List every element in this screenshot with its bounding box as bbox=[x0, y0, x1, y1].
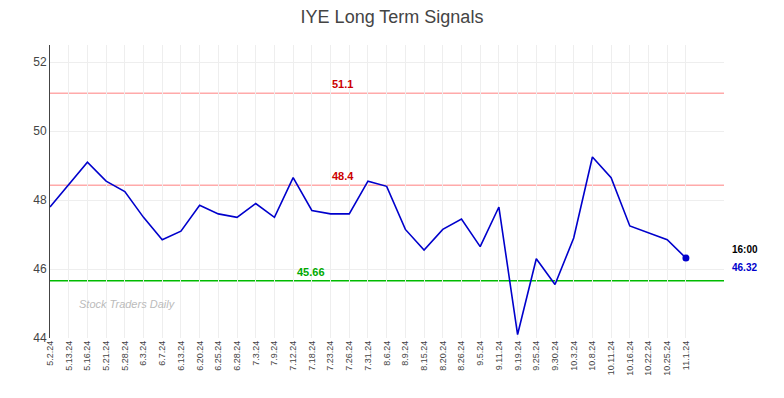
svg-text:10.22.24: 10.22.24 bbox=[643, 341, 653, 376]
svg-text:45.66: 45.66 bbox=[297, 266, 325, 278]
svg-text:10.8.24: 10.8.24 bbox=[587, 341, 597, 371]
svg-text:11.1.24: 11.1.24 bbox=[681, 341, 691, 370]
svg-text:7.31.24: 7.31.24 bbox=[363, 341, 373, 371]
svg-text:48.4: 48.4 bbox=[332, 170, 354, 182]
svg-text:44: 44 bbox=[33, 331, 47, 345]
svg-text:9.11.24: 9.11.24 bbox=[494, 341, 504, 370]
svg-text:7.18.24: 7.18.24 bbox=[307, 341, 317, 371]
svg-text:8.15.24: 8.15.24 bbox=[419, 341, 429, 371]
svg-text:5.21.24: 5.21.24 bbox=[101, 341, 111, 371]
svg-text:48: 48 bbox=[33, 193, 47, 207]
svg-text:5.13.24: 5.13.24 bbox=[64, 341, 74, 371]
svg-text:46.32: 46.32 bbox=[732, 262, 757, 273]
svg-text:7.9.24: 7.9.24 bbox=[269, 341, 279, 366]
svg-text:9.30.24: 9.30.24 bbox=[550, 341, 560, 371]
svg-text:Stock Traders Daily: Stock Traders Daily bbox=[79, 298, 176, 310]
svg-text:6.13.24: 6.13.24 bbox=[176, 341, 186, 371]
svg-text:6.25.24: 6.25.24 bbox=[213, 341, 223, 371]
svg-text:5.2.24: 5.2.24 bbox=[45, 341, 55, 366]
svg-text:9.25.24: 9.25.24 bbox=[531, 341, 541, 371]
svg-text:7.23.24: 7.23.24 bbox=[325, 341, 335, 371]
svg-text:6.3.24: 6.3.24 bbox=[138, 341, 148, 366]
svg-text:IYE Long Term Signals: IYE Long Term Signals bbox=[301, 7, 484, 27]
svg-text:6.20.24: 6.20.24 bbox=[195, 341, 205, 371]
svg-text:10.16.24: 10.16.24 bbox=[625, 341, 635, 376]
svg-text:7.3.24: 7.3.24 bbox=[251, 341, 261, 366]
svg-text:8.20.24: 8.20.24 bbox=[438, 341, 448, 371]
svg-text:46: 46 bbox=[33, 262, 47, 276]
svg-text:52: 52 bbox=[33, 55, 47, 69]
svg-text:16:00: 16:00 bbox=[732, 244, 758, 255]
svg-text:7.12.24: 7.12.24 bbox=[288, 341, 298, 371]
svg-text:10.11.24: 10.11.24 bbox=[606, 341, 616, 375]
svg-text:50: 50 bbox=[33, 124, 47, 138]
svg-text:6.28.24: 6.28.24 bbox=[232, 341, 242, 371]
svg-text:8.6.24: 8.6.24 bbox=[382, 341, 392, 366]
svg-text:8.26.24: 8.26.24 bbox=[456, 341, 466, 371]
svg-text:51.1: 51.1 bbox=[332, 78, 353, 90]
svg-text:10.3.24: 10.3.24 bbox=[569, 341, 579, 371]
svg-text:10.25.24: 10.25.24 bbox=[662, 341, 672, 376]
svg-text:9.19.24: 9.19.24 bbox=[513, 341, 523, 371]
svg-text:7.26.24: 7.26.24 bbox=[344, 341, 354, 371]
svg-text:6.7.24: 6.7.24 bbox=[157, 341, 167, 366]
svg-text:5.16.24: 5.16.24 bbox=[82, 341, 92, 371]
svg-text:5.28.24: 5.28.24 bbox=[120, 341, 130, 371]
svg-text:8.9.24: 8.9.24 bbox=[400, 341, 410, 366]
svg-text:9.5.24: 9.5.24 bbox=[475, 341, 485, 366]
